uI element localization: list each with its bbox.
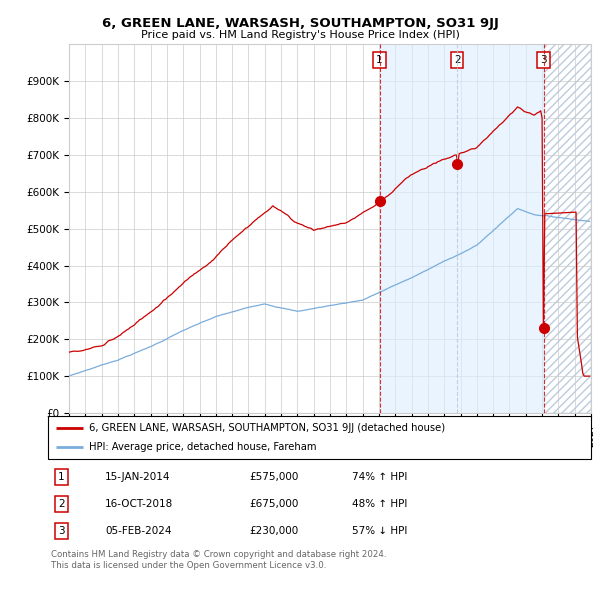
Text: 1: 1: [376, 55, 383, 65]
Bar: [544, 44, 591, 413]
Text: 6, GREEN LANE, WARSASH, SOUTHAMPTON, SO31 9JJ: 6, GREEN LANE, WARSASH, SOUTHAMPTON, SO3…: [101, 17, 499, 30]
Bar: [380, 44, 544, 413]
Text: 2: 2: [454, 55, 460, 65]
Text: 57% ↓ HPI: 57% ↓ HPI: [352, 526, 407, 536]
Text: £230,000: £230,000: [249, 526, 298, 536]
FancyBboxPatch shape: [48, 416, 591, 459]
Text: 6, GREEN LANE, WARSASH, SOUTHAMPTON, SO31 9JJ (detached house): 6, GREEN LANE, WARSASH, SOUTHAMPTON, SO3…: [89, 422, 445, 432]
Text: Contains HM Land Registry data © Crown copyright and database right 2024.: Contains HM Land Registry data © Crown c…: [51, 550, 386, 559]
Text: 15-JAN-2014: 15-JAN-2014: [105, 472, 170, 482]
Text: 74% ↑ HPI: 74% ↑ HPI: [352, 472, 407, 482]
Text: 3: 3: [540, 55, 547, 65]
Text: 48% ↑ HPI: 48% ↑ HPI: [352, 499, 407, 509]
Text: Price paid vs. HM Land Registry's House Price Index (HPI): Price paid vs. HM Land Registry's House …: [140, 30, 460, 40]
Text: 2: 2: [58, 499, 65, 509]
Text: This data is licensed under the Open Government Licence v3.0.: This data is licensed under the Open Gov…: [51, 560, 326, 569]
Text: HPI: Average price, detached house, Fareham: HPI: Average price, detached house, Fare…: [89, 442, 316, 453]
Text: 1: 1: [58, 472, 65, 482]
Text: 05-FEB-2024: 05-FEB-2024: [105, 526, 172, 536]
Text: 16-OCT-2018: 16-OCT-2018: [105, 499, 173, 509]
Text: 3: 3: [58, 526, 65, 536]
Text: £675,000: £675,000: [249, 499, 298, 509]
Text: £575,000: £575,000: [249, 472, 298, 482]
